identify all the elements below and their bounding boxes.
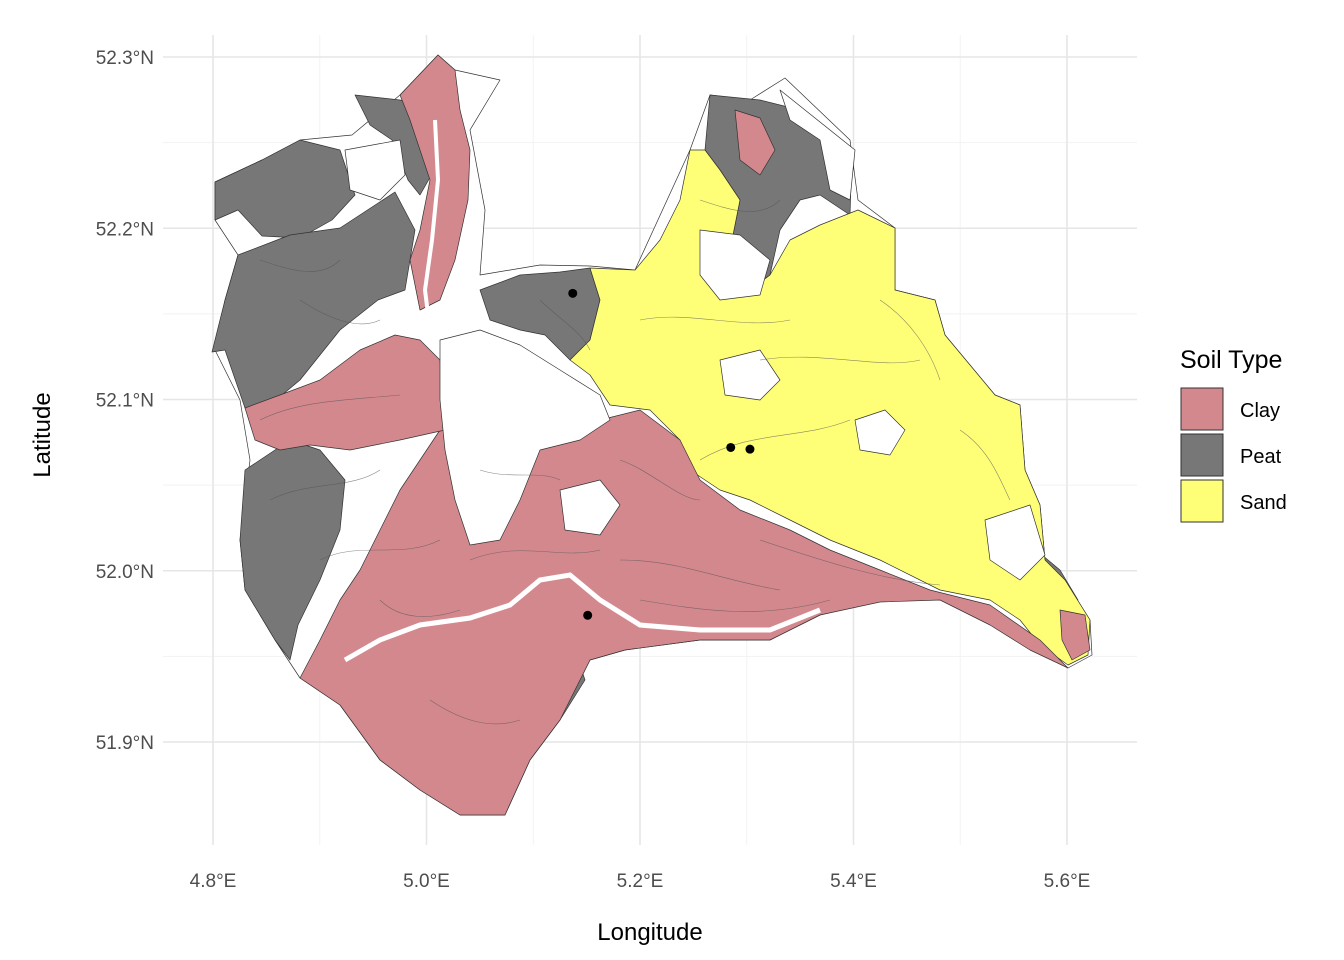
- urban-northeast: [779, 89, 856, 201]
- sand-east: [569, 149, 1091, 666]
- river-vecht: [422, 119, 441, 331]
- x-axis-title: Longitude: [597, 919, 702, 946]
- legend-key-peat: [1180, 433, 1224, 477]
- peat-northwest: [214, 139, 356, 239]
- urban-utrecht: [439, 329, 611, 546]
- x-tick-label: 5.4°E: [830, 871, 877, 892]
- contour-lines: [259, 199, 1011, 725]
- urban-central-south: [559, 479, 621, 536]
- urban-north: [344, 139, 406, 201]
- x-tick-label: 4.8°E: [190, 871, 237, 892]
- urban-southeast: [984, 504, 1046, 581]
- legend-label-peat: Peat: [1240, 446, 1282, 468]
- y-tick-label: 52.2°N: [96, 219, 154, 240]
- y-tick-label: 52.1°N: [96, 391, 154, 412]
- peat-southwest: [239, 439, 346, 661]
- urban-amersfoort: [699, 229, 771, 301]
- x-tick-label: 5.2°E: [617, 871, 664, 892]
- urban-east-2: [854, 409, 906, 456]
- y-tick-label: 52.3°N: [96, 48, 154, 69]
- x-tick-label: 5.0°E: [403, 871, 450, 892]
- sample-points: [568, 288, 755, 620]
- sample-point: [726, 442, 736, 452]
- legend-title: Soil Type: [1180, 346, 1282, 374]
- clay-far-east-tip: [1059, 609, 1091, 661]
- sample-point: [568, 288, 578, 298]
- clay-north-strip: [399, 54, 471, 311]
- legend: Soil Type Clay Peat Sand: [1180, 346, 1287, 523]
- clay-northeast-patch: [734, 109, 776, 176]
- y-tick-label: 51.9°N: [96, 733, 154, 754]
- legend-label-clay: Clay: [1240, 400, 1280, 422]
- axis-labels: 4.8°E 5.0°E 5.2°E 5.4°E 5.6°E 51.9°N 52.0°N 52.…: [96, 48, 1091, 892]
- peat-west: [211, 191, 416, 409]
- x-tick-label: 5.6°E: [1044, 871, 1091, 892]
- legend-label-sand: Sand: [1240, 492, 1287, 514]
- soil-polygons: [211, 54, 1093, 816]
- y-axis-title: Latitude: [29, 392, 56, 477]
- sample-point: [745, 444, 755, 454]
- urban-east: [719, 349, 781, 401]
- sample-point: [583, 610, 593, 620]
- legend-key-sand: [1180, 479, 1224, 523]
- river-lek: [343, 572, 821, 663]
- legend-key-clay: [1180, 387, 1224, 431]
- y-tick-label: 52.0°N: [96, 562, 154, 583]
